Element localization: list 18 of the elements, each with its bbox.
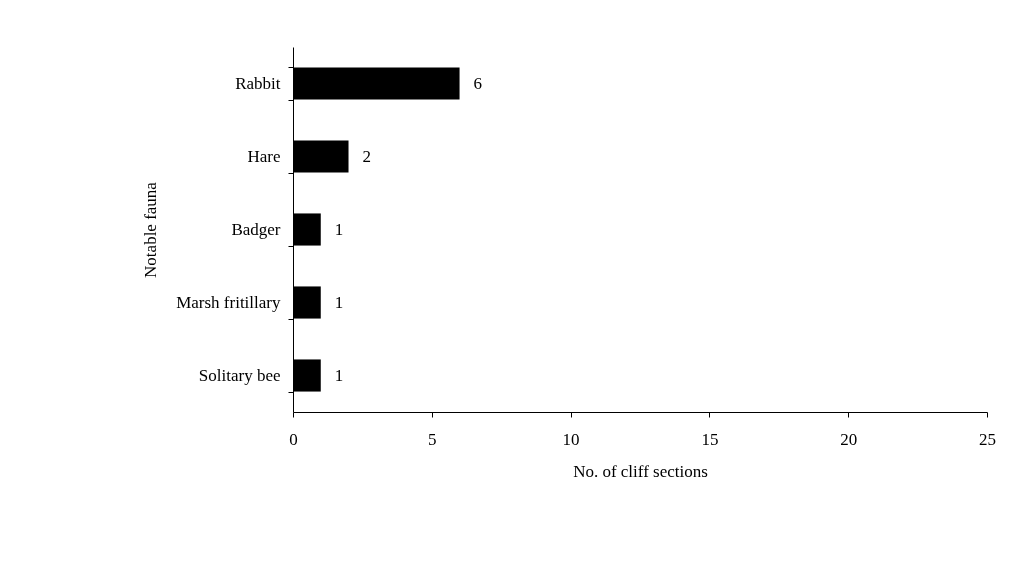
data-label: 6 (473, 73, 483, 93)
x-tick-label: 0 (289, 429, 298, 449)
y-tick-label: Badger (231, 220, 281, 239)
x-tick-label: 15 (701, 429, 719, 449)
x-tick-label: 25 (979, 429, 996, 449)
data-label: 1 (334, 292, 344, 312)
x-tick-label: 5 (428, 429, 437, 449)
data-label: 1 (334, 365, 344, 385)
y-tick-label: Solitary bee (198, 366, 281, 385)
x-axis-title: No. of cliff sections (573, 461, 708, 481)
y-tick-label: Marsh fritillary (176, 293, 281, 312)
x-tick-label: 20 (840, 429, 858, 449)
data-label: 1 (334, 219, 344, 239)
y-tick-label: Rabbit (235, 74, 281, 93)
y-axis-title: Notable fauna (141, 181, 161, 278)
data-label: 2 (362, 146, 372, 166)
y-tick-label: Hare (247, 147, 281, 166)
x-tick-label: 10 (562, 429, 580, 449)
